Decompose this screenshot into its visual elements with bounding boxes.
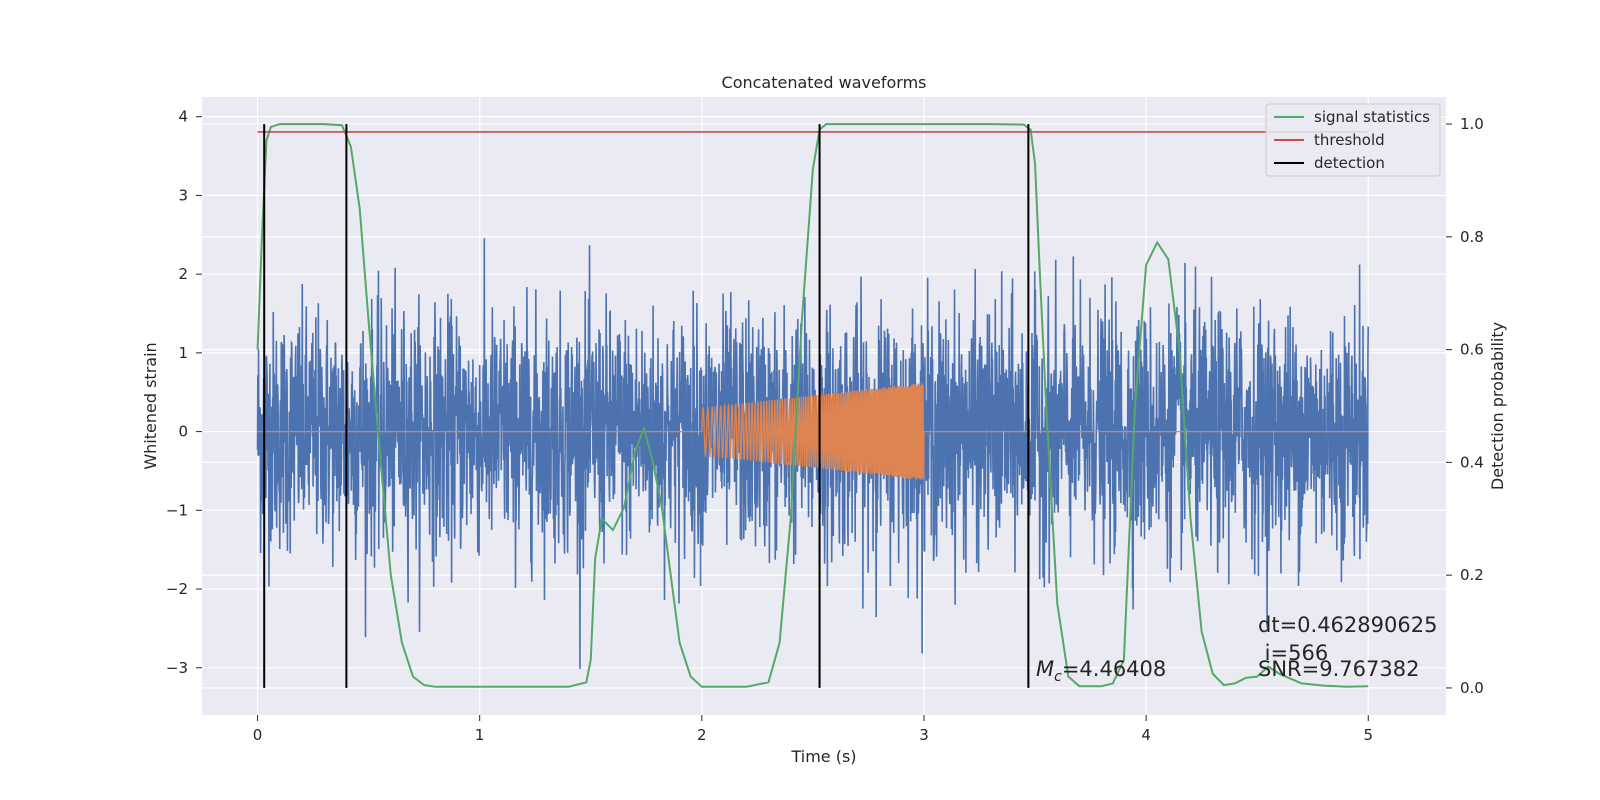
y2-tick-label: 0.0 [1460, 679, 1484, 697]
template-chirp-series [257, 383, 1369, 481]
x-tick-label: 3 [919, 726, 929, 744]
y2-tick-label: 0.8 [1460, 228, 1484, 246]
y-tick-label: −2 [166, 580, 188, 598]
legend: signal statistics threshold detection [1265, 103, 1441, 177]
y-tick-label: 1 [178, 344, 188, 362]
x-tick-label: 5 [1363, 726, 1373, 744]
index-annotation: i=566 [1258, 641, 1328, 665]
y-tick-label: −3 [166, 659, 188, 677]
legend-label-signal-statistics: signal statistics [1314, 108, 1430, 126]
snr-annotation: SNR=9.767382 [1258, 657, 1419, 681]
y2-tick-label: 0.4 [1460, 453, 1484, 471]
y2-axis-ticks: 0.0 0.2 0.4 0.6 0.8 1.0 [1446, 115, 1484, 697]
signal-statistics-series [256, 123, 1369, 688]
legend-label-detection: detection [1314, 154, 1385, 172]
y2-axis-label: Detection probability [1488, 322, 1507, 490]
x-tick-label: 2 [697, 726, 707, 744]
y-tick-label: 3 [178, 186, 188, 204]
x-tick-label: 0 [253, 726, 263, 744]
y-tick-label: 4 [178, 108, 188, 126]
y-axis-label: Whitened strain [141, 342, 160, 469]
y2-tick-label: 0.6 [1460, 341, 1484, 359]
x-tick-label: 1 [475, 726, 485, 744]
chart-title: Concatenated waveforms [722, 73, 927, 92]
x-axis-label: Time (s) [790, 747, 856, 766]
y-tick-label: 2 [178, 265, 188, 283]
legend-box [1265, 103, 1441, 177]
y-axis-ticks: −3 −2 −1 0 1 2 3 4 [166, 108, 202, 677]
x-tick-label: 4 [1141, 726, 1151, 744]
y-tick-label: −1 [166, 501, 188, 519]
y2-tick-label: 1.0 [1460, 115, 1484, 133]
chirp-mass-annotation: Mc=4.46408 [1036, 657, 1166, 685]
legend-label-threshold: threshold [1314, 131, 1385, 149]
y2-tick-label: 0.2 [1460, 566, 1484, 584]
dt-annotation: dt=0.462890625 [1258, 613, 1437, 637]
x-axis-ticks: 0 1 2 3 4 5 [253, 715, 1373, 744]
y-tick-label: 0 [178, 423, 188, 441]
detection-series [263, 124, 1030, 688]
